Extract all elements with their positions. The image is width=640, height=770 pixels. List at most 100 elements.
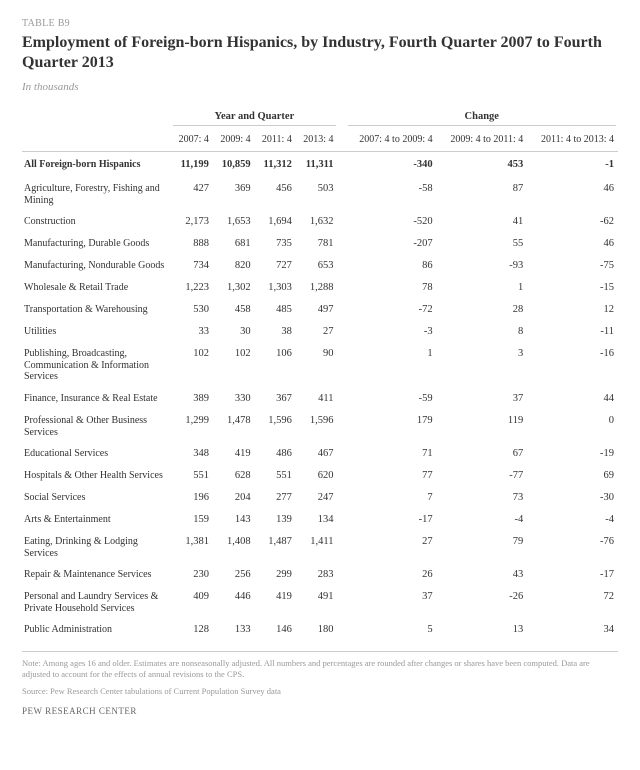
- col-header: 2013: 4: [296, 128, 338, 152]
- cell: 102: [171, 343, 213, 388]
- cell: 247: [296, 487, 338, 509]
- cell: 3: [437, 343, 528, 388]
- cell: 389: [171, 388, 213, 410]
- cell: 446: [213, 586, 255, 619]
- cell: 1,632: [296, 211, 338, 233]
- table-row: Professional & Other Business Services1,…: [22, 410, 618, 443]
- footer-text: PEW RESEARCH CENTER: [22, 706, 618, 716]
- col-header: 2009: 4 to 2011: 4: [437, 128, 528, 152]
- cell: 106: [255, 343, 296, 388]
- col-header: 2011: 4 to 2013: 4: [527, 128, 618, 152]
- cell: 367: [255, 388, 296, 410]
- cell: 44: [527, 388, 618, 410]
- table-row: Utilities33303827-38-11: [22, 321, 618, 343]
- cell: 491: [296, 586, 338, 619]
- cell: 71: [346, 443, 437, 465]
- cell: 727: [255, 255, 296, 277]
- row-label: Hospitals & Other Health Services: [22, 465, 171, 487]
- cell: -1: [527, 152, 618, 179]
- col-header: 2007: 4 to 2009: 4: [346, 128, 437, 152]
- table-row: Hospitals & Other Health Services5516285…: [22, 465, 618, 487]
- cell: 409: [171, 586, 213, 619]
- cell: 485: [255, 299, 296, 321]
- cell: 734: [171, 255, 213, 277]
- cell: 551: [255, 465, 296, 487]
- row-label: Transportation & Warehousing: [22, 299, 171, 321]
- cell: 628: [213, 465, 255, 487]
- cell: 90: [296, 343, 338, 388]
- cell: 10,859: [213, 152, 255, 179]
- cell: 30: [213, 321, 255, 343]
- cell: -16: [527, 343, 618, 388]
- cell: 497: [296, 299, 338, 321]
- cell: 1,478: [213, 410, 255, 443]
- cell: 77: [346, 465, 437, 487]
- cell: 7: [346, 487, 437, 509]
- cell: 5: [346, 619, 437, 641]
- cell: 551: [171, 465, 213, 487]
- note-text: Note: Among ages 16 and older. Estimates…: [22, 651, 618, 679]
- group-header-change: Change: [348, 111, 617, 126]
- cell: 33: [171, 321, 213, 343]
- cell: 453: [437, 152, 528, 179]
- cell: 27: [296, 321, 338, 343]
- row-label: Finance, Insurance & Real Estate: [22, 388, 171, 410]
- row-label: Arts & Entertainment: [22, 509, 171, 531]
- row-label: Eating, Drinking & Lodging Services: [22, 531, 171, 564]
- row-label: Social Services: [22, 487, 171, 509]
- page-title: Employment of Foreign-born Hispanics, by…: [22, 33, 618, 73]
- cell: -11: [527, 321, 618, 343]
- table-row: Public Administration12813314618051334: [22, 619, 618, 641]
- cell: 427: [171, 178, 213, 211]
- cell: 102: [213, 343, 255, 388]
- cell: 1: [437, 277, 528, 299]
- row-label: Repair & Maintenance Services: [22, 564, 171, 586]
- table-row: Finance, Insurance & Real Estate38933036…: [22, 388, 618, 410]
- cell: 820: [213, 255, 255, 277]
- cell: -93: [437, 255, 528, 277]
- col-header: 2011: 4: [255, 128, 296, 152]
- cell: 196: [171, 487, 213, 509]
- cell: 419: [255, 586, 296, 619]
- table-row: Transportation & Warehousing530458485497…: [22, 299, 618, 321]
- cell: 67: [437, 443, 528, 465]
- cell: 1,288: [296, 277, 338, 299]
- cell: 180: [296, 619, 338, 641]
- cell: 38: [255, 321, 296, 343]
- table-row: Agriculture, Forestry, Fishing and Minin…: [22, 178, 618, 211]
- cell: 2,173: [171, 211, 213, 233]
- cell: 204: [213, 487, 255, 509]
- row-label: Manufacturing, Nondurable Goods: [22, 255, 171, 277]
- cell: 530: [171, 299, 213, 321]
- cell: 133: [213, 619, 255, 641]
- cell: -4: [437, 509, 528, 531]
- cell: -77: [437, 465, 528, 487]
- group-header-year: Year and Quarter: [173, 111, 335, 126]
- cell: 134: [296, 509, 338, 531]
- cell: 69: [527, 465, 618, 487]
- row-label: Wholesale & Retail Trade: [22, 277, 171, 299]
- cell: 1,653: [213, 211, 255, 233]
- cell: 55: [437, 233, 528, 255]
- cell: -58: [346, 178, 437, 211]
- cell: 1,299: [171, 410, 213, 443]
- cell: -62: [527, 211, 618, 233]
- cell: -520: [346, 211, 437, 233]
- subtitle: In thousands: [22, 81, 618, 93]
- cell: 143: [213, 509, 255, 531]
- cell: 8: [437, 321, 528, 343]
- cell: -15: [527, 277, 618, 299]
- cell: 369: [213, 178, 255, 211]
- source-text: Source: Pew Research Center tabulations …: [22, 686, 618, 696]
- table-row: Educational Services3484194864677167-19: [22, 443, 618, 465]
- cell: 139: [255, 509, 296, 531]
- col-header: 2009: 4: [213, 128, 255, 152]
- cell: 277: [255, 487, 296, 509]
- cell: 411: [296, 388, 338, 410]
- cell: 79: [437, 531, 528, 564]
- cell: 119: [437, 410, 528, 443]
- table-row: Manufacturing, Nondurable Goods734820727…: [22, 255, 618, 277]
- cell: 26: [346, 564, 437, 586]
- cell: 735: [255, 233, 296, 255]
- cell: 467: [296, 443, 338, 465]
